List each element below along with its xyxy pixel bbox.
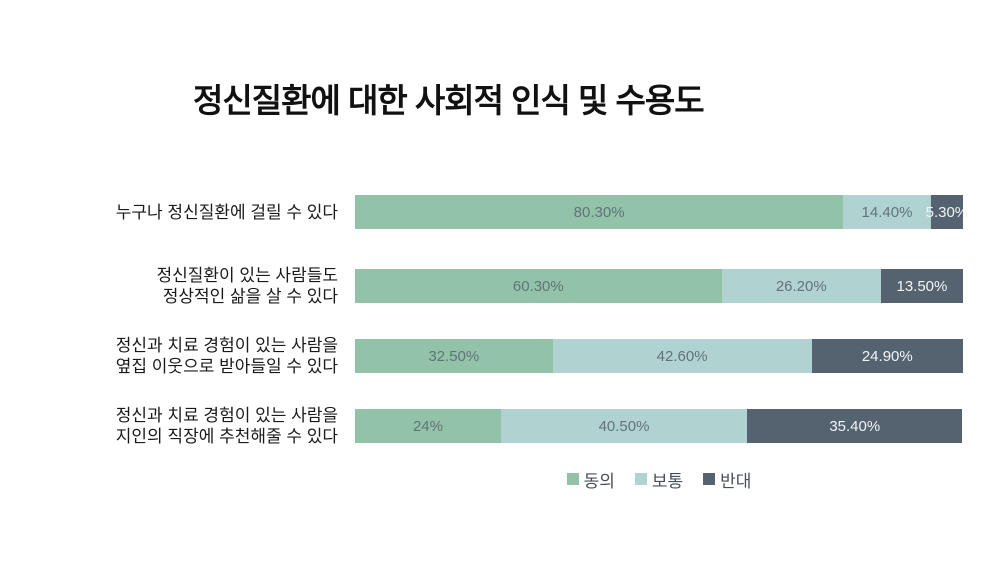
- category-label-line: 정신과 치료 경험이 있는 사람을: [115, 406, 338, 425]
- bar-segment-agree: 60.30%: [355, 269, 722, 303]
- legend-label: 반대: [720, 471, 752, 491]
- category-label-line: 정상적인 삶을 살 수 있다: [162, 287, 338, 306]
- legend: 동의 보통 반대: [355, 466, 963, 492]
- bar-segment-neutral: 42.60%: [552, 339, 812, 373]
- bar-segment-neutral: 14.40%: [843, 195, 931, 229]
- chart-title: 정신질환에 대한 사회적 인식 및 수용도: [193, 82, 705, 119]
- bar-value-label: 35.40%: [829, 417, 881, 435]
- bar-segment-agree: 24%: [355, 409, 501, 443]
- bar-value-label: 40.50%: [598, 417, 650, 435]
- legend-label: 보통: [651, 471, 684, 491]
- stacked-bar: 32.50% 42.60% 24.90%: [355, 339, 963, 373]
- legend-item-agree: 동의: [566, 467, 615, 492]
- category-label-line: 정신질환이 있는 사람들도: [156, 266, 339, 285]
- bar-segment-disagree: 13.50%: [880, 269, 963, 303]
- legend-swatch-neutral: [634, 473, 647, 485]
- bar-segment-disagree: 5.30%: [926, 195, 968, 229]
- stacked-bar: 80.30% 14.40% 5.30%: [355, 195, 968, 229]
- bar-segment-neutral: 26.20%: [721, 269, 881, 303]
- bar-value-label: 80.30%: [573, 203, 625, 221]
- category-label: 정신질환이 있는 사람들도 정상적인 삶을 살 수 있다: [0, 265, 347, 307]
- bar-value-label: 24%: [412, 417, 443, 435]
- bar-segment-agree: 80.30%: [355, 195, 844, 229]
- legend-label: 동의: [583, 471, 615, 491]
- chart-row: 정신과 치료 경험이 있는 사람을 옆집 이웃으로 받아들일 수 있다 32.5…: [0, 335, 1000, 377]
- category-label: 정신과 치료 경험이 있는 사람을 옆집 이웃으로 받아들일 수 있다: [0, 335, 347, 377]
- bar-value-label: 60.30%: [512, 277, 564, 295]
- bar-value-label: 5.30%: [925, 203, 969, 221]
- category-label-line: 옆집 이웃으로 받아들일 수 있다: [115, 357, 338, 376]
- legend-swatch-agree: [566, 473, 579, 485]
- bar-segment-neutral: 40.50%: [500, 409, 748, 443]
- bar-value-label: 13.50%: [896, 277, 948, 295]
- category-label: 정신과 치료 경험이 있는 사람을 지인의 직장에 추천해줄 수 있다: [0, 405, 347, 447]
- bar-segment-disagree: 35.40%: [747, 409, 963, 443]
- stacked-bar: 60.30% 26.20% 13.50%: [355, 269, 963, 303]
- bar-value-label: 32.50%: [428, 347, 480, 365]
- bar-value-label: 42.60%: [656, 347, 708, 365]
- bar-value-label: 24.90%: [861, 347, 913, 365]
- bar-value-label: 14.40%: [861, 203, 913, 221]
- chart-row: 정신질환이 있는 사람들도 정상적인 삶을 살 수 있다 60.30% 26.2…: [0, 265, 1000, 307]
- chart-row: 누구나 정신질환에 걸릴 수 있다 80.30% 14.40% 5.30%: [0, 195, 1000, 229]
- legend-swatch-disagree: [703, 473, 716, 485]
- chart-row: 정신과 치료 경험이 있는 사람을 지인의 직장에 추천해줄 수 있다 24% …: [0, 405, 1000, 447]
- legend-item-neutral: 보통: [634, 467, 684, 492]
- bar-value-label: 26.20%: [775, 277, 827, 295]
- category-label-line: 정신과 치료 경험이 있는 사람을: [115, 336, 338, 355]
- category-label: 누구나 정신질환에 걸릴 수 있다: [0, 202, 347, 223]
- category-label-line: 지인의 직장에 추천해줄 수 있다: [115, 427, 338, 446]
- stacked-bar: 24% 40.50% 35.40%: [355, 409, 963, 443]
- legend-item-disagree: 반대: [703, 467, 751, 492]
- bar-segment-agree: 32.50%: [355, 339, 553, 373]
- bar-segment-disagree: 24.90%: [811, 339, 963, 373]
- category-label-line: 누구나 정신질환에 걸릴 수 있다: [115, 202, 338, 222]
